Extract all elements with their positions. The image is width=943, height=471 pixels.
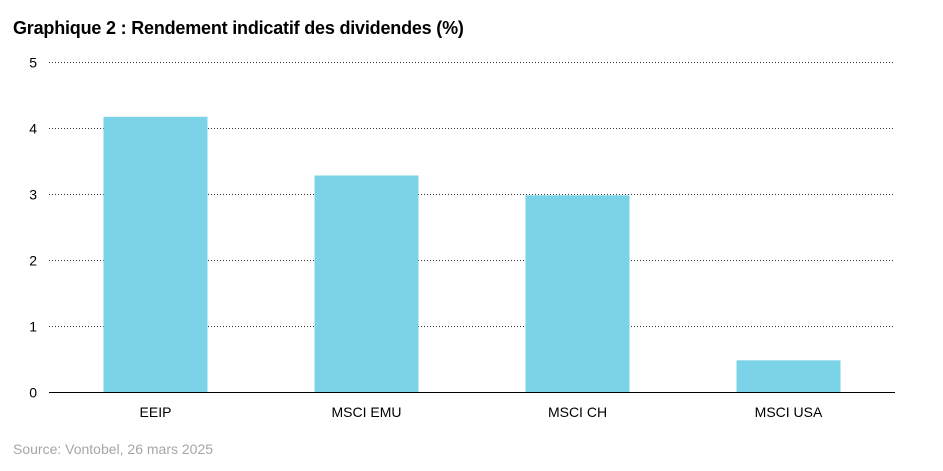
x-tick-label: MSCI USA	[755, 404, 823, 420]
y-axis-tick-labels: 0 1 2 3 4 5	[29, 55, 37, 401]
gridlines	[49, 62, 895, 327]
x-axis-tick-labels: EEIP MSCI EMU MSCI CH MSCI USA	[140, 404, 823, 420]
x-tick-label: MSCI CH	[548, 404, 607, 420]
bar-msci-usa	[736, 360, 841, 392]
y-tick-label: 2	[29, 253, 37, 269]
y-tick-label: 0	[29, 385, 37, 401]
bar-msci-ch	[525, 195, 630, 392]
bar-msci-emu	[314, 175, 419, 392]
bar-eeip	[103, 116, 208, 392]
y-tick-label: 5	[29, 55, 37, 71]
source-note: Source: Vontobel, 26 mars 2025	[13, 441, 214, 457]
bars	[103, 116, 841, 392]
y-tick-label: 3	[29, 187, 37, 203]
y-tick-label: 1	[29, 319, 37, 335]
y-tick-label: 4	[29, 121, 37, 137]
x-tick-label: EEIP	[140, 404, 172, 420]
x-tick-label: MSCI EMU	[332, 404, 402, 420]
chart-title: Graphique 2 : Rendement indicatif des di…	[13, 18, 464, 38]
